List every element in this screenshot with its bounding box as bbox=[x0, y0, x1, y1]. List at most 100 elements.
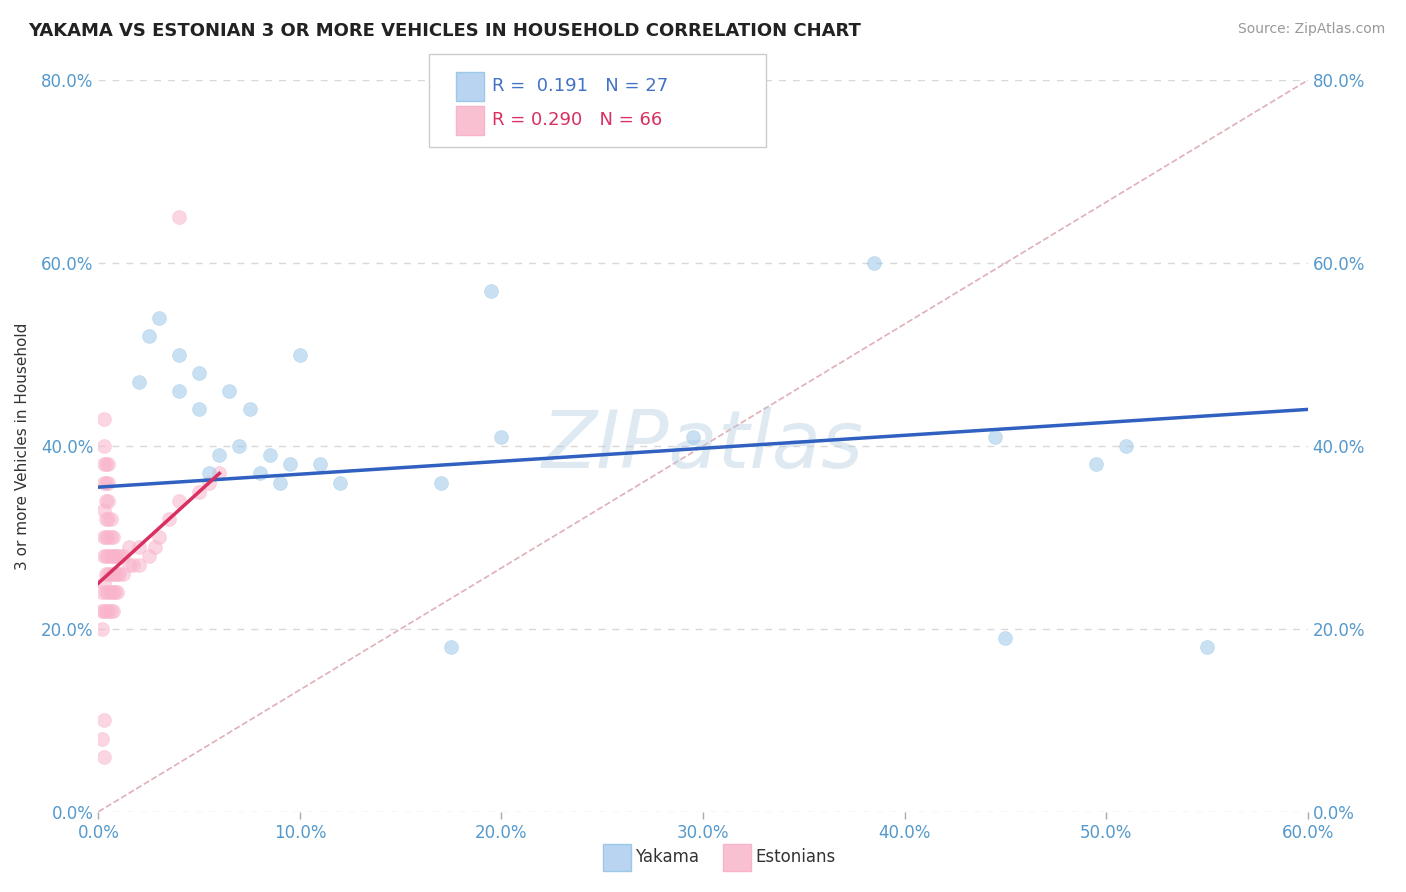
Text: Yakama: Yakama bbox=[636, 848, 700, 866]
Point bbox=[97, 567, 120, 582]
Point bbox=[188, 366, 211, 380]
Point bbox=[97, 585, 120, 599]
Point bbox=[96, 603, 118, 617]
Point bbox=[101, 530, 124, 544]
Point bbox=[143, 540, 166, 554]
Point bbox=[1195, 640, 1218, 655]
Point bbox=[259, 448, 281, 462]
Point bbox=[103, 567, 125, 582]
Point bbox=[107, 567, 129, 582]
Point bbox=[91, 585, 114, 599]
Point bbox=[288, 347, 311, 362]
Text: R =  0.191   N = 27: R = 0.191 N = 27 bbox=[492, 78, 668, 95]
Text: R = 0.290   N = 66: R = 0.290 N = 66 bbox=[492, 112, 662, 129]
Point bbox=[198, 467, 221, 481]
Point bbox=[101, 549, 124, 563]
Point bbox=[148, 310, 170, 325]
Text: Source: ZipAtlas.com: Source: ZipAtlas.com bbox=[1237, 22, 1385, 37]
Point bbox=[96, 494, 118, 508]
Point bbox=[93, 475, 115, 490]
Point bbox=[208, 448, 231, 462]
Point bbox=[96, 457, 118, 471]
Point bbox=[97, 457, 120, 471]
Point bbox=[138, 549, 160, 563]
Point bbox=[91, 731, 114, 746]
Point bbox=[97, 494, 120, 508]
Point bbox=[118, 540, 141, 554]
Point bbox=[138, 329, 160, 343]
Point bbox=[101, 603, 124, 617]
Point bbox=[167, 347, 190, 362]
Point bbox=[93, 439, 115, 453]
Point bbox=[239, 402, 262, 417]
Point bbox=[984, 430, 1007, 444]
Point bbox=[430, 475, 453, 490]
Point bbox=[100, 603, 122, 617]
Point bbox=[329, 475, 352, 490]
Point bbox=[994, 631, 1017, 645]
Point bbox=[269, 475, 291, 490]
Point bbox=[198, 475, 221, 490]
Point bbox=[96, 512, 118, 526]
Point bbox=[100, 512, 122, 526]
Point bbox=[157, 512, 180, 526]
Point bbox=[91, 622, 114, 636]
Point bbox=[1085, 457, 1108, 471]
Point bbox=[228, 439, 250, 453]
Point bbox=[93, 714, 115, 728]
Point bbox=[97, 549, 120, 563]
Point bbox=[105, 549, 128, 563]
Point bbox=[309, 457, 332, 471]
Point bbox=[93, 549, 115, 563]
Point bbox=[93, 503, 115, 517]
Point bbox=[128, 540, 150, 554]
Point bbox=[91, 603, 114, 617]
Text: Estonians: Estonians bbox=[755, 848, 835, 866]
Point bbox=[100, 585, 122, 599]
Point bbox=[167, 384, 190, 398]
Point bbox=[96, 530, 118, 544]
Point bbox=[208, 467, 231, 481]
Point bbox=[96, 567, 118, 582]
Point bbox=[97, 603, 120, 617]
Point bbox=[682, 430, 704, 444]
Point bbox=[97, 530, 120, 544]
Point bbox=[101, 585, 124, 599]
Point bbox=[128, 558, 150, 572]
Point bbox=[105, 567, 128, 582]
Text: ZIPatlas: ZIPatlas bbox=[541, 407, 865, 485]
Point bbox=[100, 567, 122, 582]
Point bbox=[111, 549, 134, 563]
Text: YAKAMA VS ESTONIAN 3 OR MORE VEHICLES IN HOUSEHOLD CORRELATION CHART: YAKAMA VS ESTONIAN 3 OR MORE VEHICLES IN… bbox=[28, 22, 860, 40]
Point bbox=[93, 603, 115, 617]
Point bbox=[167, 494, 190, 508]
Point bbox=[167, 211, 190, 225]
Point bbox=[97, 475, 120, 490]
Point bbox=[148, 530, 170, 544]
Point bbox=[121, 558, 143, 572]
Point bbox=[440, 640, 463, 655]
Point bbox=[100, 530, 122, 544]
Point bbox=[278, 457, 301, 471]
Point bbox=[863, 256, 886, 270]
Point bbox=[103, 585, 125, 599]
Point bbox=[1115, 439, 1137, 453]
Point bbox=[103, 549, 125, 563]
Point bbox=[93, 749, 115, 764]
Y-axis label: 3 or more Vehicles in Household: 3 or more Vehicles in Household bbox=[15, 322, 30, 570]
Point bbox=[97, 512, 120, 526]
Point bbox=[93, 530, 115, 544]
Point bbox=[107, 549, 129, 563]
Point bbox=[188, 402, 211, 417]
Point bbox=[249, 467, 271, 481]
Point bbox=[101, 567, 124, 582]
Point bbox=[93, 576, 115, 591]
Point bbox=[105, 585, 128, 599]
Point bbox=[100, 549, 122, 563]
Point bbox=[491, 430, 513, 444]
Point bbox=[96, 549, 118, 563]
Point bbox=[111, 567, 134, 582]
Point bbox=[118, 558, 141, 572]
Point bbox=[93, 411, 115, 425]
Point bbox=[218, 384, 240, 398]
